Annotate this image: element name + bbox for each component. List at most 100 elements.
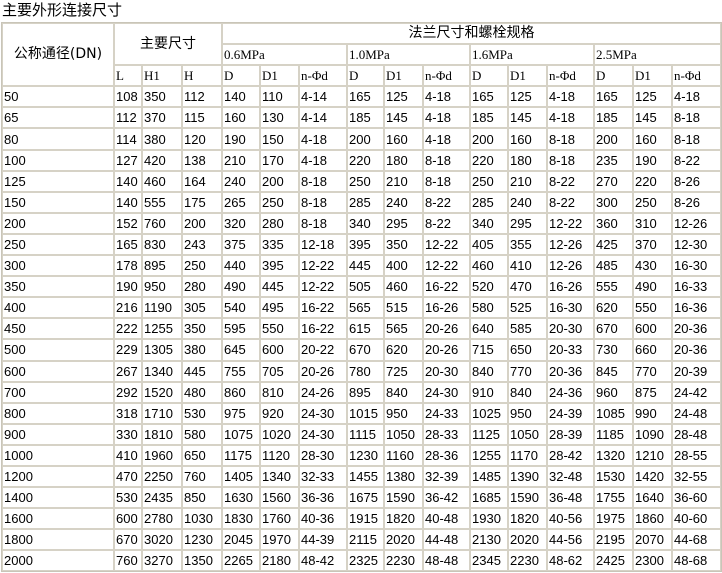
column-header: n-Φd [547, 65, 594, 87]
table-cell: 8-18 [299, 212, 347, 234]
table-cell: 200 [347, 128, 384, 150]
table-cell: 12-18 [299, 233, 347, 256]
table-cell: 250 [633, 191, 672, 213]
table-row: 250 165 830 243 375 335 12-18 395 350 12-22 405 355… [2, 233, 722, 256]
flange-header: 法兰尺寸和螺栓规格 [222, 23, 722, 45]
table-cell: 430 [633, 255, 672, 277]
table-cell: 760 [142, 212, 182, 234]
table-cell: 1970 [260, 529, 299, 551]
table-cell: 770 [633, 360, 672, 382]
table-cell: 350 [142, 86, 182, 108]
table-cell: 4-18 [299, 149, 347, 171]
table-cell: 2300 [633, 550, 672, 572]
table-cell: 580 [182, 423, 222, 445]
pressure-header: 2.5MPa [594, 44, 722, 66]
table-cell: 1390 [508, 465, 547, 488]
table-cell: 2265 [222, 550, 260, 572]
table-cell: 725 [384, 360, 423, 382]
table-cell: 840 [470, 360, 508, 382]
table-cell: 8-18 [672, 128, 722, 150]
table-cell: 875 [633, 381, 672, 403]
table-cell: 267 [114, 360, 142, 382]
table-cell: 1190 [142, 297, 182, 319]
dn-cell: 700 [2, 381, 114, 403]
table-cell: 12-26 [672, 212, 722, 234]
table-cell: 360 [594, 212, 633, 234]
table-cell: 755 [222, 360, 260, 382]
table-cell: 8-18 [423, 170, 470, 192]
table-cell: 250 [182, 255, 222, 277]
table-cell: 1630 [222, 487, 260, 509]
table-cell: 585 [508, 318, 547, 340]
column-header: H [182, 65, 222, 87]
table-cell: 250 [470, 170, 508, 192]
table-cell: 1050 [508, 423, 547, 445]
table-cell: 295 [384, 212, 423, 234]
table-cell: 150 [260, 128, 299, 150]
table-cell: 760 [114, 550, 142, 572]
table-cell: 185 [470, 107, 508, 129]
table-cell: 8-18 [299, 191, 347, 213]
table-cell: 48-42 [299, 550, 347, 572]
table-cell: 16-33 [672, 276, 722, 298]
table-cell: 12-22 [423, 255, 470, 277]
table-cell: 140 [114, 170, 142, 192]
table-cell: 1810 [142, 423, 182, 445]
table-cell: 8-22 [547, 170, 594, 192]
table-cell: 2325 [347, 550, 384, 572]
table-row: 80 114 380 120 190 150 4-18 200 160 4-18 200 160 8-1… [2, 128, 722, 150]
table-cell: 165 [470, 86, 508, 108]
table-cell: 1380 [384, 465, 423, 488]
table-cell: 216 [114, 297, 142, 319]
table-cell: 28-42 [547, 444, 594, 466]
table-cell: 4-18 [547, 86, 594, 108]
table-cell: 410 [114, 444, 142, 466]
table-cell: 600 [114, 508, 142, 530]
table-cell: 550 [633, 297, 672, 319]
table-cell: 190 [222, 128, 260, 150]
table-cell: 295 [508, 212, 547, 234]
dimensions-table: 公称通径(DN) 主要尺寸 法兰尺寸和螺栓规格 0.6MPa 1.0MPa 1.… [1, 22, 722, 573]
table-cell: 850 [182, 487, 222, 509]
table-cell: 1560 [260, 487, 299, 509]
table-cell: 2230 [508, 550, 547, 572]
table-cell: 28-36 [423, 444, 470, 466]
table-cell: 185 [347, 107, 384, 129]
table-cell: 370 [142, 107, 182, 129]
table-cell: 1305 [142, 339, 182, 361]
table-cell: 1340 [260, 465, 299, 488]
table-row: 450 222 1255 350 595 550 16-22 615 565 20-26 640 58… [2, 318, 722, 340]
table-cell: 1710 [142, 402, 182, 424]
table-cell: 1015 [347, 402, 384, 424]
table-cell: 490 [633, 276, 672, 298]
table-cell: 12-26 [547, 233, 594, 256]
table-cell: 4-18 [423, 128, 470, 150]
table-cell: 2780 [142, 508, 182, 530]
table-cell: 36-48 [547, 487, 594, 509]
dn-cell: 50 [2, 86, 114, 108]
table-cell: 1025 [470, 402, 508, 424]
table-cell: 112 [182, 86, 222, 108]
table-cell: 140 [222, 86, 260, 108]
main-dims-header: 主要尺寸 [114, 23, 222, 66]
column-header: n-Φd [672, 65, 722, 87]
table-cell: 175 [182, 191, 222, 213]
table-cell: 12-30 [672, 233, 722, 256]
table-cell: 495 [260, 297, 299, 319]
table-cell: 24-36 [547, 381, 594, 403]
table-cell: 4-14 [299, 107, 347, 129]
table-cell: 108 [114, 86, 142, 108]
table-cell: 8-22 [672, 149, 722, 171]
table-cell: 160 [222, 107, 260, 129]
table-cell: 1125 [470, 423, 508, 445]
table-cell: 1085 [594, 402, 633, 424]
table-cell: 12-26 [547, 255, 594, 277]
table-cell: 2345 [470, 550, 508, 572]
table-cell: 445 [347, 255, 384, 277]
table-cell: 470 [508, 276, 547, 298]
table-row: 2000 760 3270 1350 2265 2180 48-42 2325 2230 48-4… [2, 550, 722, 572]
table-cell: 145 [384, 107, 423, 129]
table-cell: 20-26 [423, 339, 470, 361]
table-row: 1400 530 2435 850 1630 1560 36-36 1675 1590 36-42… [2, 487, 722, 509]
dn-cell: 65 [2, 107, 114, 129]
